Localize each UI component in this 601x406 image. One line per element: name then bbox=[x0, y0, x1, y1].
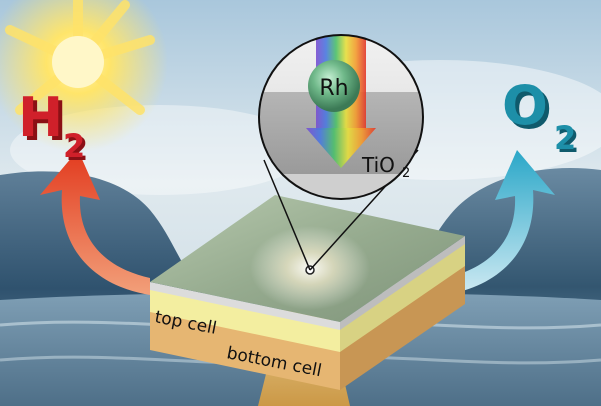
tio2-subscript: 2 bbox=[402, 166, 410, 181]
oxygen-subscript: 2 bbox=[554, 119, 576, 157]
bottom-cell-side bbox=[340, 262, 465, 390]
top-cell-side bbox=[340, 242, 465, 352]
oxygen-label: O O 2 2 bbox=[502, 74, 579, 160]
magnifier-line-left bbox=[263, 159, 311, 271]
top-cell-front bbox=[150, 288, 340, 352]
hydrogen-arrow-icon bbox=[40, 150, 150, 295]
magnifier-ring bbox=[258, 34, 424, 200]
solar-cell-block: top cell bottom cell bbox=[150, 195, 465, 390]
hydrogen-subscript-shadow: 2 bbox=[66, 130, 88, 168]
oxygen-arrow-icon bbox=[445, 150, 555, 295]
oxygen-symbol: O bbox=[502, 74, 548, 137]
electrode-side bbox=[340, 236, 465, 330]
rh-nanoparticle bbox=[308, 60, 360, 112]
electrode-edge bbox=[150, 282, 340, 330]
hydrogen-symbol-shadow: H bbox=[22, 90, 67, 153]
hydrogen-subscript: 2 bbox=[63, 127, 85, 165]
oxygen-symbol-shadow: O bbox=[506, 78, 552, 141]
oxygen-subscript-shadow: 2 bbox=[557, 122, 579, 160]
hydrogen-symbol: H bbox=[18, 86, 63, 149]
tio2-label: TiO bbox=[361, 153, 395, 177]
rh-label: Rh bbox=[319, 76, 348, 101]
sun-icon bbox=[0, 0, 168, 152]
hydrogen-label: H H 2 2 bbox=[18, 86, 88, 168]
bottom-cell-front bbox=[150, 308, 340, 390]
light-beam-arrowhead bbox=[306, 128, 376, 168]
